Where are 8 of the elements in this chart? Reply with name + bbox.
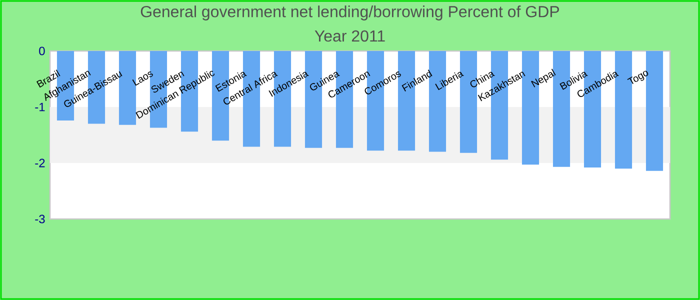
- chart-title: General government net lending/borrowing Percent of GDP: [140, 6, 559, 20]
- chart-subtitle: Year 2011: [314, 30, 385, 42]
- x-tick-label: Togo: [627, 70, 648, 84]
- x-tick-label: Laos: [132, 72, 153, 86]
- y-tick-label: 0: [39, 46, 45, 56]
- y-tick-label: -1: [35, 102, 45, 112]
- y-tick-label: -3: [35, 214, 45, 224]
- y-tick-label: -2: [35, 158, 45, 168]
